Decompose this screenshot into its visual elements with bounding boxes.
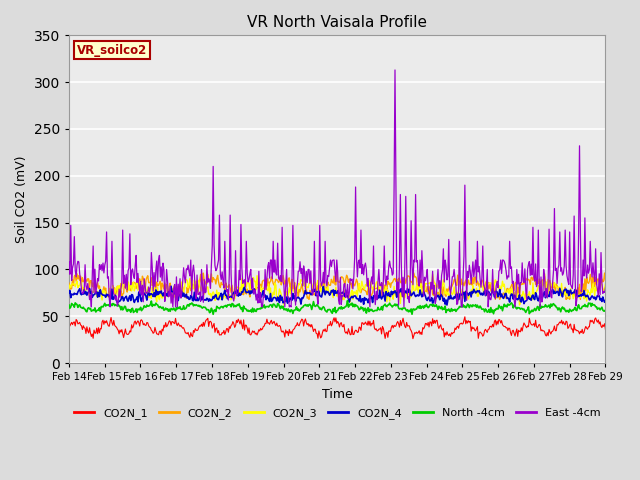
Title: VR North Vaisala Profile: VR North Vaisala Profile (247, 15, 428, 30)
X-axis label: Time: Time (322, 388, 353, 401)
Y-axis label: Soil CO2 (mV): Soil CO2 (mV) (15, 156, 28, 243)
Legend: CO2N_1, CO2N_2, CO2N_3, CO2N_4, North -4cm, East -4cm: CO2N_1, CO2N_2, CO2N_3, CO2N_4, North -4… (70, 403, 605, 423)
Text: VR_soilco2: VR_soilco2 (77, 44, 147, 57)
